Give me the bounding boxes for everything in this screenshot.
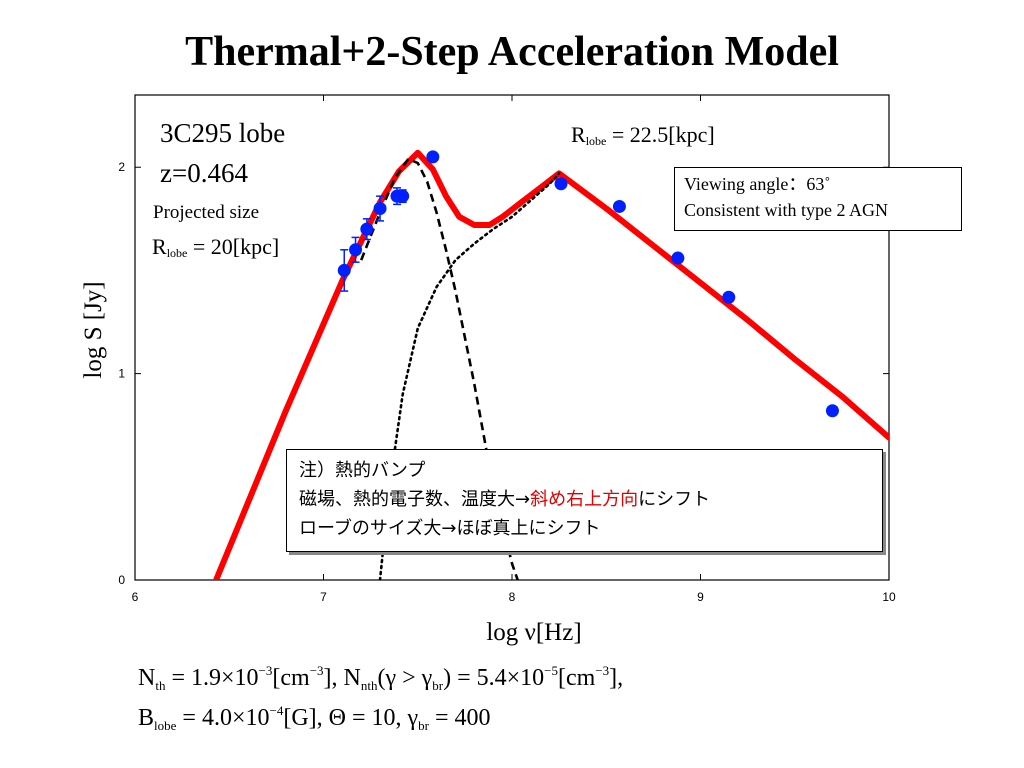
formula-text: N — [138, 665, 156, 691]
formula-sup: −3 — [309, 663, 324, 678]
r-lobe-value: = 22.5[kpc] — [606, 122, 715, 147]
agn-type-text: Consistent with type 2 AGN — [684, 200, 889, 220]
formula-text: [cm — [272, 665, 310, 691]
formula-sup: −5 — [544, 663, 559, 678]
x-tick-label: 10 — [882, 590, 896, 604]
formula-text: ) = 5.4×10 — [443, 665, 545, 691]
y-tick-label: 1 — [118, 367, 125, 381]
r-lobe-value: = 20[kpc] — [187, 234, 280, 259]
projected-size-label: Projected size — [153, 202, 260, 223]
y-tick-label: 2 — [118, 160, 125, 174]
note-line-3: ローブのサイズ大→ほぼ真上にシフト — [299, 518, 601, 539]
source-name: 3C295 lobe — [160, 118, 286, 148]
note-line-2-start: 磁場、熱的電子数、温度大→ — [299, 489, 531, 510]
formula-sup: −3 — [595, 663, 610, 678]
r-lobe-symbol: R — [152, 234, 167, 259]
data-point — [825, 404, 839, 418]
nonthermal-component-curve — [378, 172, 561, 580]
formula-text: ], — [609, 665, 624, 691]
formula-text: B — [138, 705, 155, 731]
note-line-1: 注）熱的バンプ — [299, 460, 426, 481]
formula-sub: lobe — [154, 718, 177, 733]
formula-line-2: Blobe = 4.0×10−4[G], Θ = 10, γbr = 400 — [138, 703, 491, 734]
data-point — [396, 189, 410, 203]
x-tick-label: 9 — [697, 590, 704, 604]
r-lobe-subscript: lobe — [585, 134, 607, 148]
viewing-angle-text: Viewing angle：63˚ — [684, 174, 831, 194]
r-lobe-subscript: lobe — [166, 246, 188, 260]
r-lobe-symbol: R — [571, 122, 586, 147]
note-line-2-highlight: 斜め右上方向 — [530, 489, 639, 510]
formula-sub: br — [432, 678, 444, 693]
formula-text: = 4.0×10 — [176, 705, 270, 731]
data-point — [671, 251, 685, 265]
r-lobe-fit: Rlobe = 22.5[kpc] — [571, 122, 715, 149]
formula-sub: th — [155, 678, 166, 693]
note-line-2: 磁場、熱的電子数、温度大→斜め右上方向にシフト — [299, 485, 882, 514]
y-axis-label: log S [Jy] — [80, 281, 107, 378]
data-point — [349, 243, 363, 257]
data-point — [337, 263, 351, 277]
r-lobe-projected: Rlobe = 20[kpc] — [152, 234, 279, 261]
formula-text: [G], Θ = 10, γ — [283, 705, 419, 731]
note-line-2-end: にシフト — [638, 489, 711, 510]
x-tick-label: 7 — [320, 590, 327, 604]
data-point — [554, 177, 568, 191]
data-point — [373, 202, 387, 216]
formula-text: N — [343, 665, 361, 691]
y-tick-label: 0 — [118, 573, 125, 587]
formula-sup: −4 — [269, 703, 284, 718]
formula-text: = 1.9×10 — [165, 665, 259, 691]
formula-text: = 400 — [428, 705, 491, 731]
note-box: 注）熱的バンプ 磁場、熱的電子数、温度大→斜め右上方向にシフト ローブのサイズ大… — [286, 449, 883, 552]
formula-text: ], — [323, 665, 344, 691]
formula-sup: −3 — [258, 663, 273, 678]
data-point — [612, 199, 626, 213]
formula-text: (γ > γ — [377, 665, 433, 691]
formula-sub: br — [418, 718, 429, 733]
slide-title: Thermal+2-Step Acceleration Model — [185, 29, 839, 75]
data-point — [722, 290, 736, 304]
x-tick-label: 6 — [132, 590, 139, 604]
formula-sub: nth — [360, 678, 378, 693]
data-point — [360, 222, 374, 236]
x-tick-label: 8 — [509, 590, 516, 604]
viewing-angle-box: Viewing angle：63˚ Consistent with type 2… — [674, 167, 962, 231]
redshift-label: z=0.464 — [160, 158, 248, 188]
formula-line-1: Nth = 1.9×10−3[cm−3], Nnth(γ > γbr) = 5.… — [138, 663, 623, 694]
data-point — [426, 150, 440, 164]
x-axis-label: log ν[Hz] — [486, 619, 581, 646]
formula-text: [cm — [558, 665, 596, 691]
